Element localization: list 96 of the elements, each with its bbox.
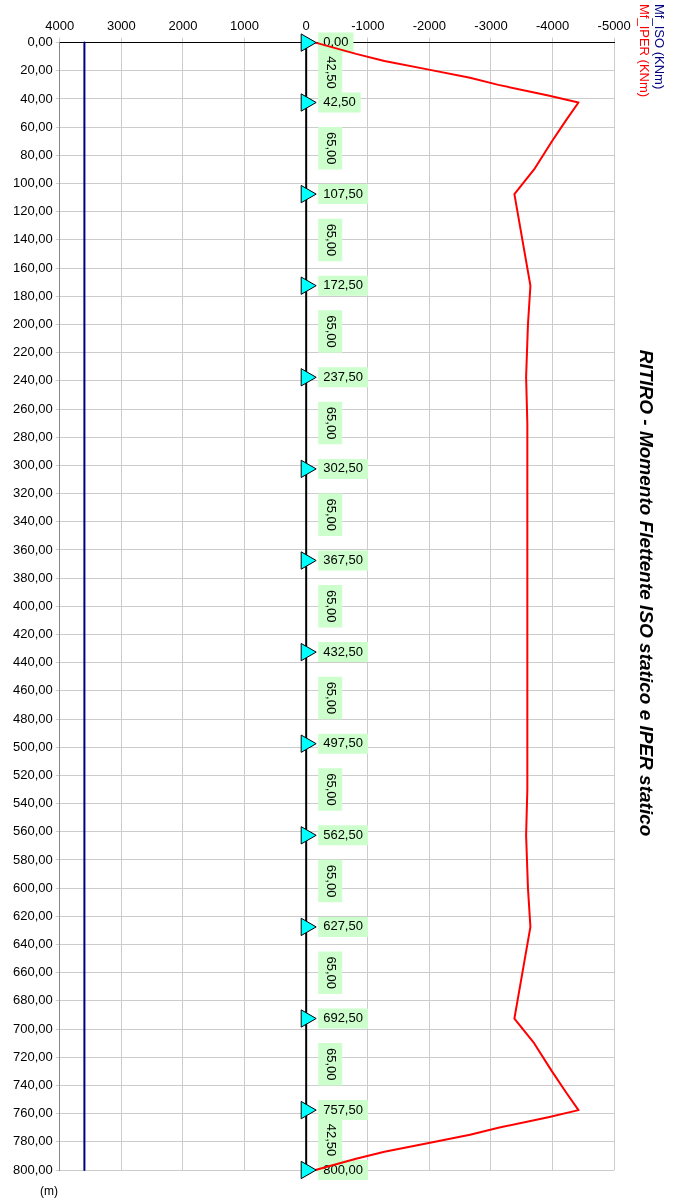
y-tick-label: 500,00	[13, 738, 53, 754]
y-tick-label: 40,00	[20, 90, 53, 106]
annotation: 65,00	[323, 406, 339, 440]
data-label: 562,50	[323, 826, 363, 842]
x-tick-label: 0	[302, 18, 310, 34]
data-label: 237,50	[323, 368, 363, 384]
annotation: 42,50	[323, 56, 339, 89]
y-tick-label: 760,00	[13, 1105, 53, 1121]
y-tick-label: 120,00	[13, 203, 53, 219]
y-tick-label: 340,00	[13, 513, 53, 529]
annotation: 65,00	[323, 681, 339, 715]
y-tick-label: 740,00	[13, 1077, 53, 1093]
x-tick-label: -4000	[535, 18, 570, 34]
data-label: 42,50	[323, 94, 356, 110]
y-tick-label: 700,00	[13, 1020, 53, 1036]
y-tick-label: 180,00	[13, 287, 53, 303]
point	[300, 33, 317, 52]
x-tick-label: 1000	[230, 18, 260, 34]
data-label: 172,50	[323, 277, 363, 293]
y-tick-label: 540,00	[13, 795, 53, 811]
data-label: 0,00	[323, 34, 349, 50]
point	[300, 734, 317, 753]
point	[300, 551, 317, 570]
y-tick-label: 220,00	[13, 344, 53, 360]
y-tick-label: 380,00	[13, 569, 53, 585]
y-tick-label: 80,00	[20, 146, 53, 162]
x-tick-label: -5000	[597, 18, 631, 34]
annotation: 65,00	[323, 590, 339, 623]
data-label: 800,00	[323, 1161, 363, 1177]
y-tick-label: 20,00	[20, 62, 53, 78]
point	[300, 917, 317, 937]
annotation: 65,00	[323, 132, 339, 165]
y-tick-label: 520,00	[13, 766, 53, 782]
point	[300, 1100, 317, 1120]
y-tick-label: 300,00	[13, 456, 53, 472]
y-tick-label: 560,00	[13, 823, 53, 839]
y-tick-label: 660,00	[13, 964, 53, 980]
point	[300, 184, 317, 204]
point	[300, 1009, 317, 1028]
y-tick-label: 420,00	[13, 626, 53, 642]
x-tick-label: -2000	[412, 18, 447, 34]
point	[300, 368, 317, 387]
point	[300, 459, 317, 479]
annotation: 65,00	[323, 498, 339, 531]
x-tick-label: -3000	[474, 18, 508, 34]
y-tick-label: 800,00	[13, 1161, 53, 1177]
y-tick-label: 680,00	[13, 992, 53, 1008]
point	[300, 642, 317, 662]
annotation: 65,00	[323, 315, 339, 348]
y-tick-label: 720,00	[13, 1048, 53, 1064]
data-label: 432,50	[323, 643, 363, 659]
y-tick-label: 260,00	[13, 400, 53, 416]
y-tick-label: 440,00	[13, 654, 53, 670]
y-tick-label: 100,00	[13, 175, 53, 191]
data-label: 757,50	[323, 1101, 363, 1117]
y-tick-label: 200,00	[13, 316, 53, 332]
y-tick-label: 580,00	[13, 851, 53, 867]
point	[300, 1160, 317, 1180]
x-tick-label: 3000	[106, 18, 136, 34]
y-tick-label: 160,00	[13, 259, 53, 275]
y-tick-label: 60,00	[20, 118, 53, 134]
data-label: 367,50	[323, 552, 363, 568]
x-tick-label: -1000	[351, 18, 385, 34]
annotation: 65,00	[323, 223, 339, 257]
data-label: 107,50	[323, 185, 363, 201]
y-tick-label: 320,00	[13, 485, 53, 501]
y-tick-label: 280,00	[13, 428, 53, 444]
data-label: 497,50	[323, 735, 363, 751]
y-tick-label: 600,00	[13, 879, 53, 895]
data-label: 627,50	[323, 918, 363, 934]
y-tick-label: 620,00	[13, 907, 53, 923]
x-tick-label: 2000	[168, 18, 198, 34]
data-label: 692,50	[323, 1010, 363, 1026]
text: Mf_IPER (KNm)	[637, 4, 652, 98]
y-tick-label: 400,00	[13, 597, 53, 613]
point	[300, 93, 317, 112]
y-tick-label: 0,00	[27, 34, 53, 50]
text: Mf_ISO (KNm)	[652, 4, 667, 90]
y-tick-label: 360,00	[13, 541, 53, 557]
text: RITIRO - Momento Flettente ISO statico e IPER statico	[636, 349, 658, 837]
annotation: 65,00	[323, 864, 339, 898]
annotation: 42,50	[323, 1123, 339, 1157]
y-tick-label: 240,00	[13, 372, 53, 388]
text: (m)	[40, 1184, 58, 1199]
point	[300, 826, 317, 845]
annotation: 65,00	[323, 773, 339, 806]
x-tick-label: 4000	[45, 18, 75, 34]
data-label: 302,50	[323, 460, 363, 476]
y-tick-label: 640,00	[13, 936, 53, 952]
point	[300, 276, 317, 295]
annotation: 65,00	[323, 1048, 339, 1081]
y-tick-label: 480,00	[13, 710, 53, 726]
annotation: 65,00	[323, 956, 339, 989]
y-tick-label: 460,00	[13, 682, 53, 698]
y-tick-label: 780,00	[13, 1133, 53, 1149]
y-tick-label: 140,00	[13, 231, 53, 247]
